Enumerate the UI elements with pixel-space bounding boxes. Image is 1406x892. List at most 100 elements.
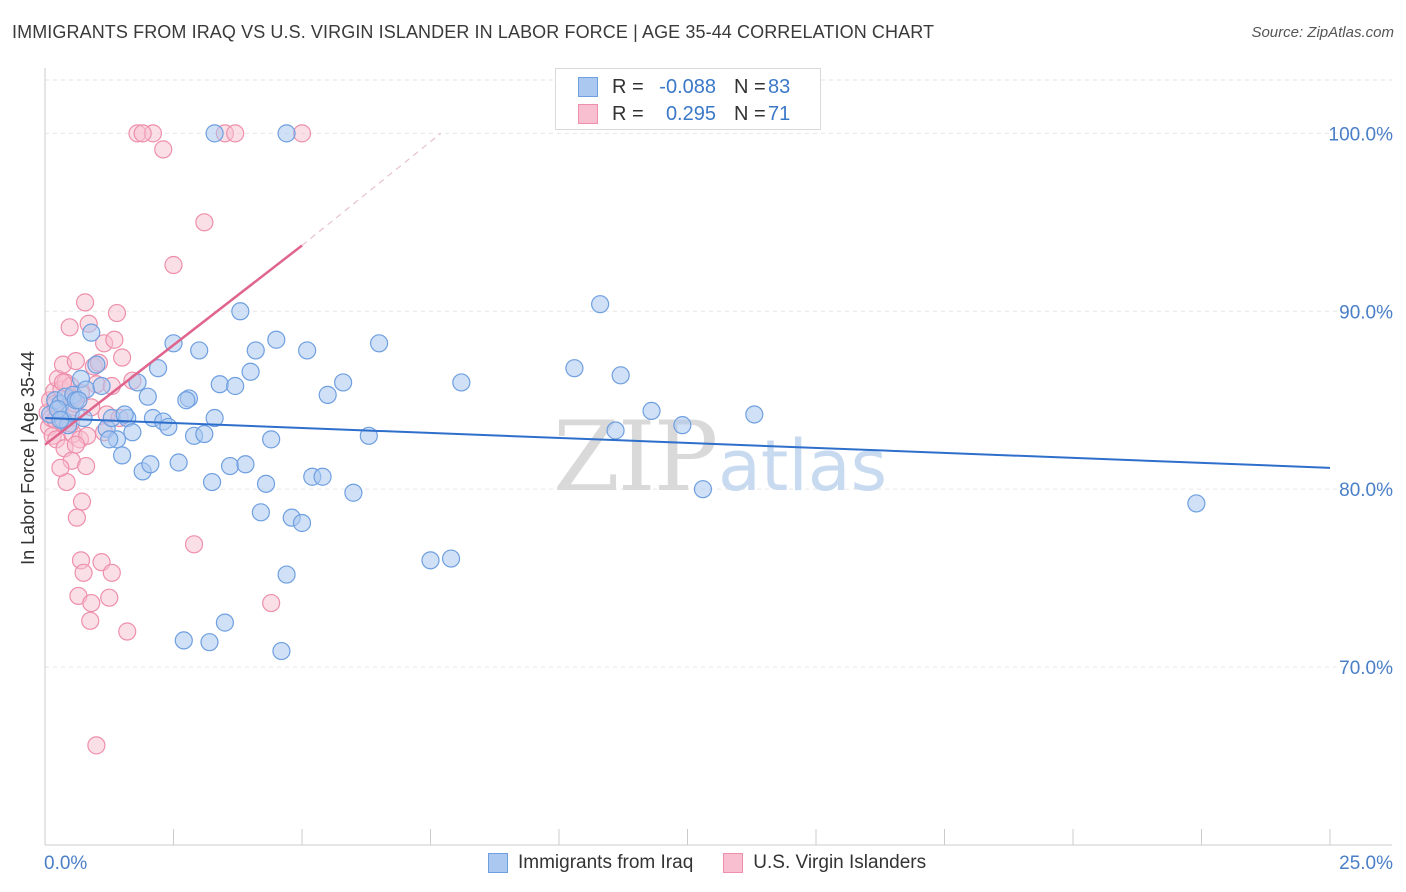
series-legend: Immigrants from Iraq U.S. Virgin Islande… [488, 852, 956, 874]
tick-labels: 70.0% 80.0% 90.0% 100.0% 0.0% 25.0% [44, 124, 1393, 874]
y-tick-label: 90.0% [1339, 302, 1393, 323]
legend-item-virgin-islanders[interactable]: U.S. Virgin Islanders [723, 852, 926, 874]
point-iraq [231, 302, 250, 321]
watermark: ZIP atlas [553, 401, 887, 513]
point-virgin-islanders [82, 593, 101, 613]
point-virgin-islanders [81, 611, 100, 630]
point-iraq [1187, 494, 1206, 513]
legend-swatch-virgin-islanders [723, 853, 744, 873]
legend-label-virgin-islanders: U.S. Virgin Islanders [753, 852, 927, 873]
point-iraq [606, 421, 625, 440]
point-iraq [745, 405, 764, 424]
legend-item-iraq[interactable]: Immigrants from Iraq [488, 852, 693, 874]
r-label: R = [612, 75, 644, 98]
point-iraq [642, 401, 661, 421]
point-virgin-islanders [60, 318, 79, 337]
point-virgin-islanders [100, 588, 119, 607]
point-iraq [159, 417, 178, 437]
n-label: N = [734, 75, 766, 98]
point-iraq [262, 430, 281, 449]
point-iraq [115, 405, 134, 424]
point-iraq [441, 549, 461, 568]
point-iraq [74, 408, 93, 428]
legend-row-iraq: R = -0.088 N = 83 [578, 74, 790, 100]
watermark-zip: ZIP [553, 401, 716, 513]
point-iraq [565, 359, 584, 378]
point-iraq [318, 385, 337, 404]
point-iraq [591, 295, 610, 314]
point-virgin-islanders [195, 213, 214, 232]
point-iraq [292, 513, 312, 533]
point-iraq [112, 446, 132, 465]
legend-swatch-iraq [488, 853, 508, 873]
point-iraq [177, 391, 196, 410]
point-iraq [220, 456, 240, 476]
point-iraq [251, 503, 270, 522]
point-virgin-islanders [118, 622, 137, 641]
point-virgin-islanders [102, 563, 121, 582]
point-virgin-islanders [107, 303, 127, 323]
point-iraq [100, 430, 119, 449]
legend-swatch-virgin-islanders [578, 104, 598, 124]
point-iraq [205, 124, 224, 143]
point-iraq [92, 376, 111, 396]
point-virgin-islanders [105, 330, 124, 349]
point-virgin-islanders [184, 535, 204, 554]
point-iraq [298, 341, 317, 360]
trend-line-virgin-islanders-extension [301, 132, 442, 246]
point-iraq [215, 613, 234, 632]
point-virgin-islanders [164, 255, 183, 275]
point-iraq [272, 641, 291, 661]
point-iraq [370, 334, 389, 353]
correlation-legend: R = -0.088 N = 83 R = 0.295 N = 71 [555, 68, 821, 130]
point-iraq [138, 387, 157, 406]
point-virgin-islanders [154, 140, 173, 159]
point-virgin-islanders [226, 124, 245, 143]
point-virgin-islanders [74, 563, 93, 582]
chart-title: IMMIGRANTS FROM IRAQ VS U.S. VIRGIN ISLA… [12, 22, 935, 42]
point-iraq [421, 551, 440, 570]
point-iraq [334, 373, 353, 392]
point-virgin-islanders [77, 456, 96, 476]
series-iraq [41, 124, 1206, 661]
point-iraq [241, 362, 260, 381]
n-value: 83 [768, 75, 791, 98]
legend-label-iraq: Immigrants from Iraq [518, 852, 694, 873]
point-iraq [123, 423, 142, 442]
x-tick-label-max: 25.0% [1339, 853, 1393, 874]
trend-lines [44, 132, 1331, 469]
watermark-atlas: atlas [718, 425, 887, 507]
legend-row-virgin-islanders: R = 0.295 N = 71 [578, 101, 790, 127]
point-iraq [313, 467, 332, 486]
y-tick-label: 80.0% [1339, 480, 1393, 501]
point-iraq [148, 359, 168, 378]
point-virgin-islanders [133, 124, 152, 143]
y-tick-label: 100.0% [1329, 124, 1394, 145]
point-virgin-islanders [292, 124, 312, 143]
point-iraq [190, 341, 209, 360]
point-iraq [693, 480, 713, 499]
n-label: N = [734, 102, 766, 125]
trend-line-iraq [44, 417, 1331, 469]
point-iraq [202, 472, 222, 492]
point-virgin-islanders [112, 348, 132, 367]
point-virgin-islanders [87, 736, 106, 755]
r-value: 0.295 [665, 102, 716, 125]
point-iraq [344, 483, 363, 502]
point-iraq [141, 455, 160, 474]
point-iraq [673, 416, 692, 435]
point-iraq [205, 408, 224, 428]
point-iraq [452, 373, 471, 392]
point-virgin-islanders [75, 293, 95, 312]
y-axis-label: In Labor Force | Age 35-44 [18, 351, 38, 565]
y-tick-label: 70.0% [1339, 658, 1393, 679]
legend-swatch-iraq [578, 77, 598, 97]
source-link[interactable]: Source: ZipAtlas.com [1251, 24, 1394, 41]
point-iraq [195, 424, 214, 444]
point-virgin-islanders [66, 351, 85, 371]
axes [44, 68, 1392, 846]
point-virgin-islanders [66, 435, 85, 454]
point-iraq [82, 323, 101, 342]
point-iraq [69, 391, 88, 410]
